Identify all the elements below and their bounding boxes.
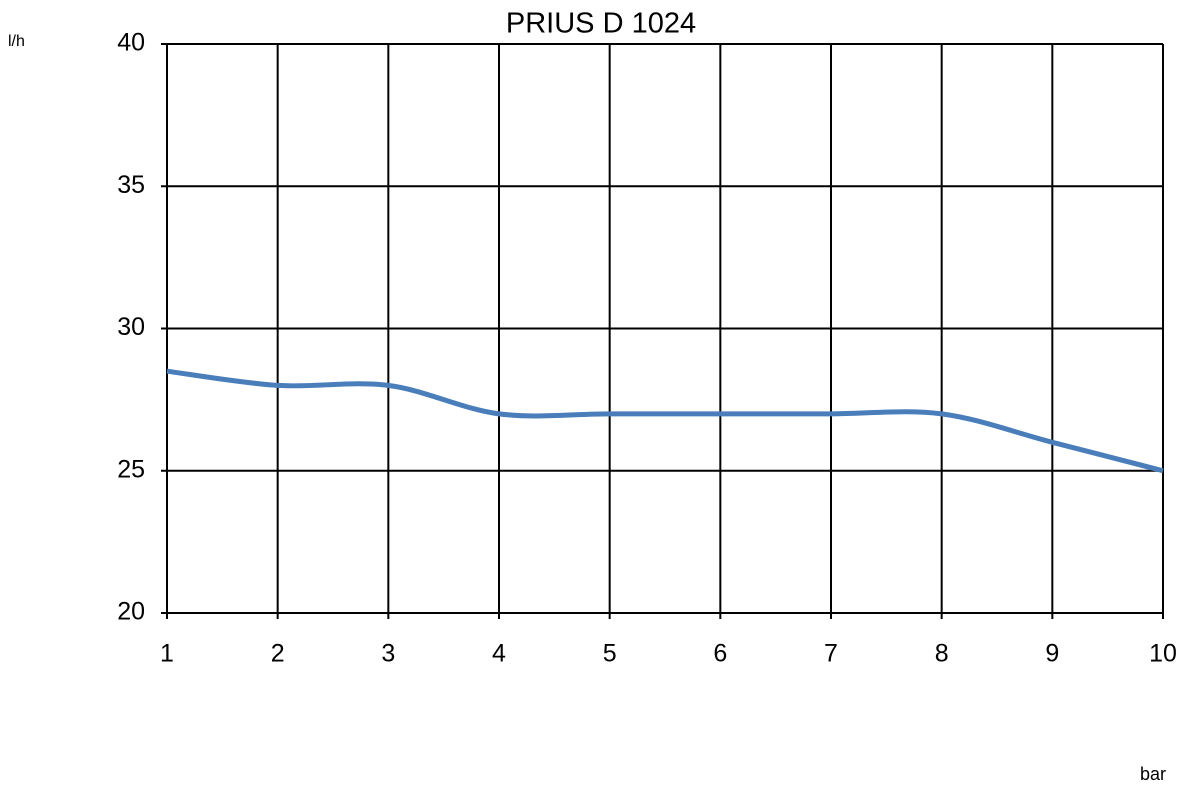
y-tick-label: 35 <box>117 171 145 199</box>
x-tick-label: 8 <box>935 640 949 668</box>
y-tick-label: 40 <box>117 29 145 57</box>
y-axis-label: l/h <box>8 33 25 50</box>
data-line <box>166 368 1164 474</box>
x-tick-label: 2 <box>271 640 285 668</box>
x-tick-label: 9 <box>1045 640 1059 668</box>
x-tick-label: 4 <box>492 640 506 668</box>
chart-title: PRIUS D 1024 <box>506 8 696 40</box>
y-tick-label: 30 <box>117 313 145 341</box>
x-tick-label: 7 <box>824 640 838 668</box>
x-tick-label: 1 <box>160 640 174 668</box>
x-tick-label: 3 <box>381 640 395 668</box>
x-axis-label: bar <box>1140 764 1166 784</box>
x-tick-label: 5 <box>603 640 617 668</box>
y-tick-label: 20 <box>117 598 145 626</box>
x-tick-label: 10 <box>1149 640 1177 668</box>
y-tick-label: 25 <box>117 455 145 483</box>
x-tick-label: 6 <box>713 640 727 668</box>
